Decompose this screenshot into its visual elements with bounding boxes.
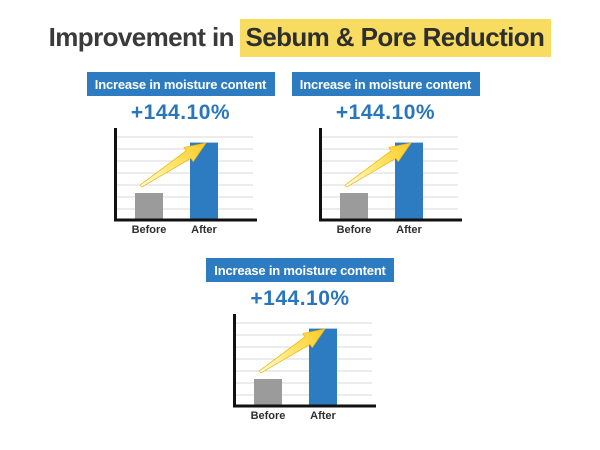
increase-value: +144.10% (130, 101, 231, 124)
charts-row-top: Increase in moisture content +144.10% (0, 72, 583, 240)
chart-panel-2: Increase in moisture content +144.10% (291, 72, 480, 240)
x-label-before: Before (336, 224, 371, 236)
growth-arrow-icon (344, 142, 411, 188)
title-prefix: Improvement in (48, 22, 241, 52)
growth-arrow-icon (258, 328, 326, 374)
increase-value: +144.10% (335, 101, 436, 124)
chart-header-badge: Increase in moisture content (291, 72, 480, 96)
chart-panel-3: Increase in moisture content +144.10% (206, 258, 394, 426)
axes (318, 128, 462, 222)
chart-header-badge: Increase in moisture content (86, 72, 275, 96)
before-after-bar-chart: Before After (233, 314, 376, 422)
bar-before (339, 193, 368, 220)
x-label-after: After (396, 224, 422, 236)
bar-before (134, 193, 163, 220)
chart-header-badge: Increase in moisture content (206, 258, 394, 282)
bar-before (254, 379, 282, 406)
x-label-before: Before (251, 410, 286, 422)
before-after-bar-chart: Before After (318, 128, 462, 236)
before-after-bar-chart: Before After (113, 128, 257, 236)
x-label-before: Before (131, 224, 166, 236)
charts-row-bottom: Increase in moisture content +144.10% (0, 258, 600, 426)
chart-panel-1: Increase in moisture content +144.10% (86, 72, 275, 240)
increase-value: +144.10% (250, 287, 350, 310)
title-highlight: Sebum & Pore Reduction (240, 19, 552, 57)
x-label-after: After (191, 224, 217, 236)
page-title: Improvement in Sebum & Pore Reduction (0, 0, 600, 57)
axes (113, 128, 257, 222)
x-label-after: After (310, 410, 336, 422)
axes (233, 314, 376, 408)
growth-arrow-icon (139, 142, 206, 188)
